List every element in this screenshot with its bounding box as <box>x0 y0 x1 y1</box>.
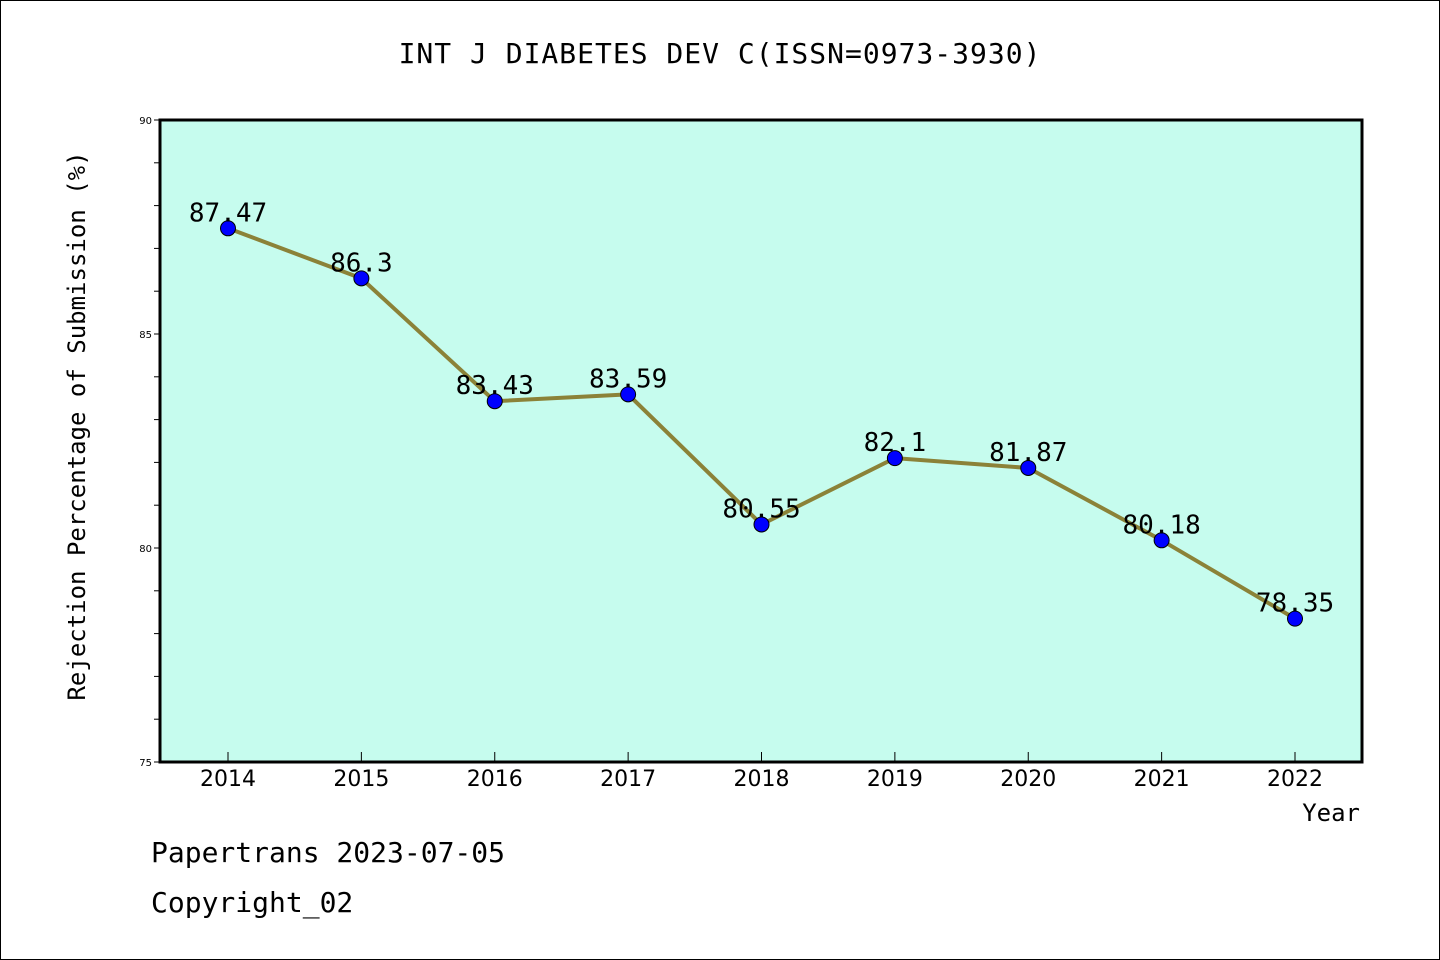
x-tick-label: 2022 <box>1267 767 1323 792</box>
data-label: 83.59 <box>589 364 667 394</box>
y-axis-title: Rejection Percentage of Submission (%) <box>63 151 91 700</box>
footer-copyright: Copyright_02 <box>151 886 354 919</box>
x-tick-label: 2020 <box>1000 767 1056 792</box>
data-point <box>1020 459 1037 476</box>
data-point <box>620 386 637 403</box>
data-point <box>486 393 503 410</box>
data-label: 80.55 <box>722 494 800 524</box>
data-point <box>1153 532 1170 549</box>
x-axis-title: Year <box>1302 799 1360 827</box>
data-label: 80.18 <box>1122 510 1200 540</box>
y-tick-label: 90 <box>139 116 152 127</box>
data-label: 82.1 <box>864 428 927 458</box>
data-label: 83.43 <box>456 371 534 401</box>
x-tick-label: 2021 <box>1134 767 1190 792</box>
plot-area <box>158 118 1364 764</box>
x-tick-label: 2016 <box>467 767 523 792</box>
data-label: 78.35 <box>1256 589 1334 619</box>
x-tick-label: 2015 <box>333 767 389 792</box>
data-labels: 87.47 86.3 83.43 83.59 80.55 82.1 81.87 80.18 78… <box>189 198 1334 618</box>
data-point <box>886 450 903 467</box>
chart-title: INT J DIABETES DEV C(ISSN=0973-3930) <box>398 37 1042 70</box>
data-point <box>220 220 236 237</box>
data-label: 86.3 <box>330 248 393 278</box>
y-axis: 75 80 85 90 <box>139 116 160 769</box>
footer-source: Papertrans 2023-07-05 <box>151 836 506 869</box>
data-label: 81.87 <box>989 438 1067 468</box>
series-markers <box>220 220 1303 627</box>
y-tick-label: 85 <box>139 330 152 341</box>
data-point <box>1287 610 1303 627</box>
x-tick-label: 2018 <box>734 767 790 792</box>
y-tick-label: 80 <box>139 544 152 555</box>
data-point <box>353 270 370 287</box>
x-tick-label: 2017 <box>600 767 656 792</box>
y-tick-label: 75 <box>139 758 152 769</box>
data-label: 87.47 <box>189 198 267 228</box>
x-tick-label: 2019 <box>867 767 923 792</box>
x-axis: 2014 2015 2016 2017 2018 2019 2020 2021 2022 <box>200 752 1323 792</box>
data-point <box>753 516 770 533</box>
x-tick-label: 2014 <box>200 767 256 792</box>
